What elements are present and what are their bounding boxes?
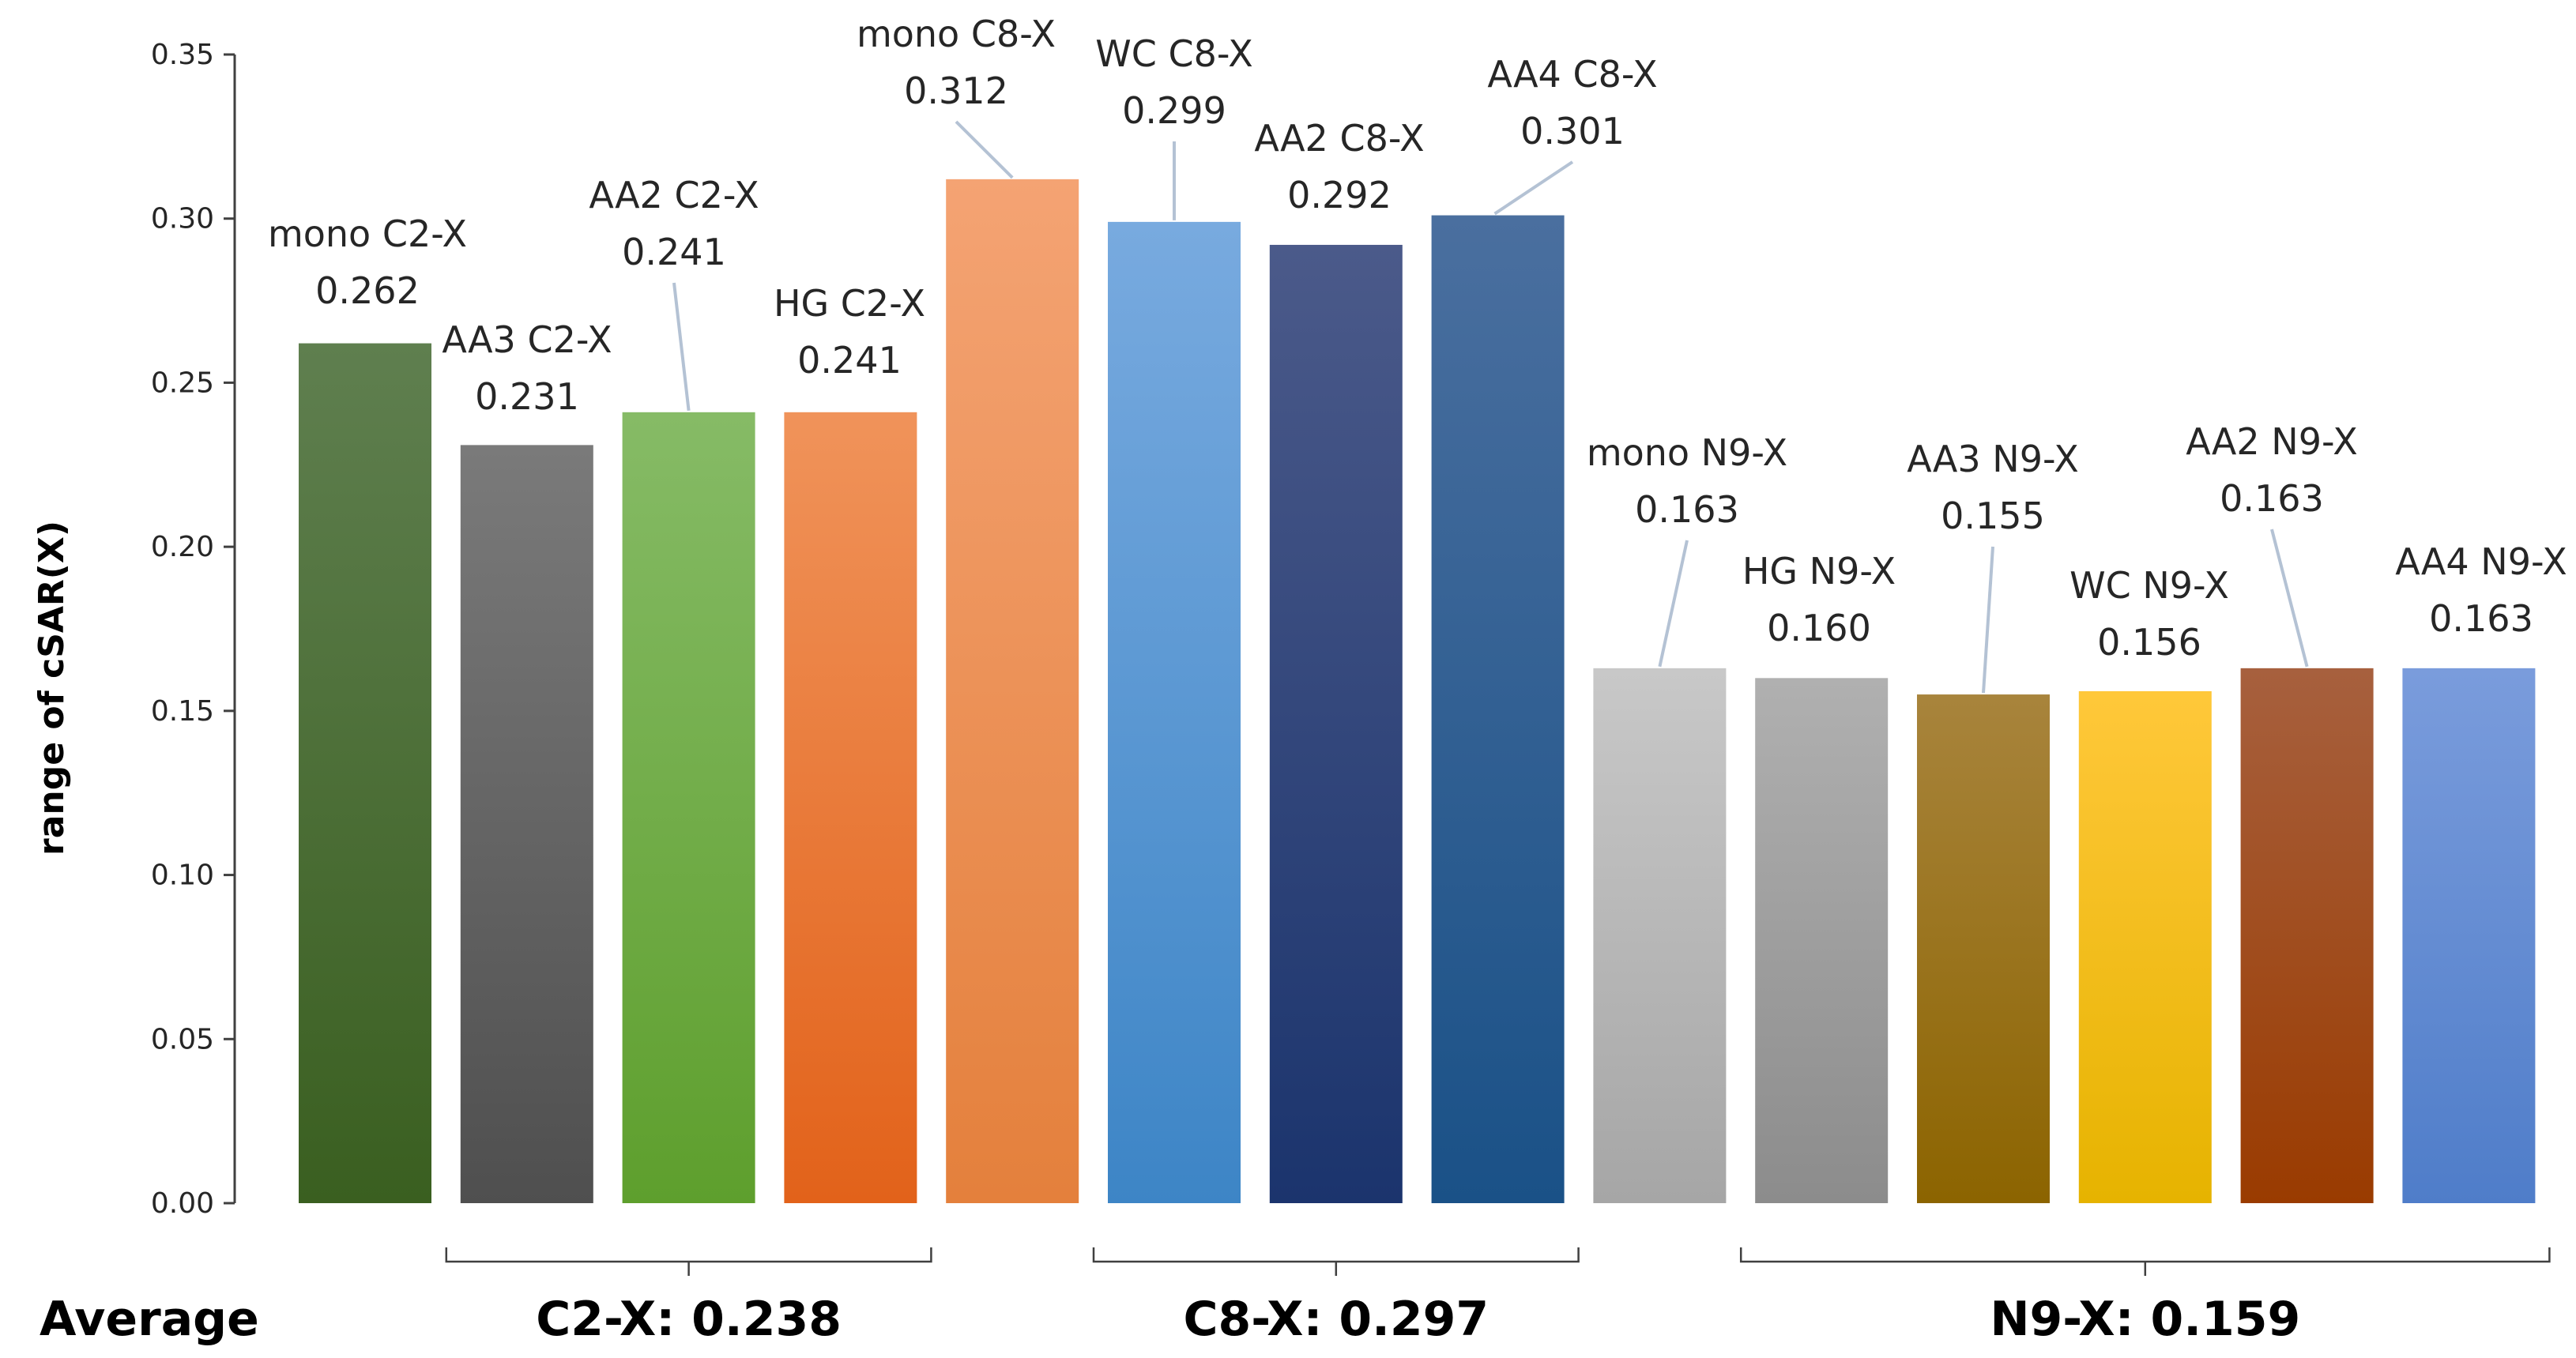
y-tick-label: 0.10 [151,860,214,892]
data-label-name: AA2 C2-X [589,174,759,216]
data-label-value: 0.231 [475,375,579,418]
data-label-value: 0.241 [797,339,902,382]
data-label: mono C8-X 0.312 [857,13,1056,112]
data-label-value: 0.301 [1520,110,1625,152]
y-tick-label: 0.15 [151,695,214,728]
y-tick-label: 0.05 [151,1023,214,1055]
data-label-name: WC N9-X [2069,564,2229,607]
data-label: mono N9-X 0.163 [1587,431,1787,531]
data-label: WC C8-X 0.299 [1095,32,1252,132]
bar-aa3-n9-x [1917,694,2050,1203]
data-label: AA3 N9-X 0.155 [1907,438,2079,537]
data-label-name: AA4 N9-X [2395,540,2567,583]
bar-hg-n9-x [1755,678,1889,1203]
leader-line [672,282,691,412]
leader-line [1658,540,1689,668]
leader-line [1493,160,1574,216]
data-label: AA4 N9-X 0.163 [2395,540,2567,640]
y-tick-label: 0.20 [151,531,214,563]
bar-aa2-n9-x [2240,668,2374,1203]
bar-aa2-c2-x [622,412,755,1203]
data-label-value: 0.163 [2220,477,2324,520]
data-label: HG C2-X 0.241 [774,282,925,382]
data-label-value: 0.163 [1635,488,1739,531]
data-label-value: 0.156 [2097,621,2201,664]
average-value-n9-x: N9-X: 0.159 [1990,1292,2300,1347]
data-label-name: mono C2-X [268,213,467,255]
bar-aa2-c8-x [1269,244,1403,1203]
average-value-c2-x: C2-X: 0.238 [536,1292,842,1347]
data-label: AA2 N9-X 0.163 [2186,420,2358,520]
data-label-name: AA3 N9-X [1907,438,2079,480]
data-label-name: HG N9-X [1742,550,1896,592]
average-bracket-c2-x [445,1247,932,1276]
average-bracket-c8-x [1092,1247,1580,1276]
data-label-name: mono N9-X [1587,431,1787,474]
bar-mono-c2-x [299,343,431,1203]
data-label-value: 0.262 [315,269,420,312]
data-label: AA2 C8-X 0.292 [1254,117,1424,216]
y-ticks: 0.00 0.05 0.10 0.15 0.20 0.25 0.30 0.35 [151,39,235,1220]
bar-mono-c8-x [946,179,1079,1204]
average-label: Average [40,1292,259,1347]
data-label-name: AA2 C8-X [1254,117,1424,160]
y-tick-label: 0.00 [151,1187,214,1220]
data-label-value: 0.160 [1767,607,1871,649]
data-label-name: AA4 C8-X [1487,53,1657,96]
data-label-value: 0.312 [904,70,1008,112]
average-bracket-n9-x [1739,1247,2551,1276]
data-label-value: 0.299 [1122,89,1226,132]
bar-aa4-n9-x [2402,668,2536,1203]
leader-line [1982,546,1994,694]
data-label: AA3 C2-X 0.231 [442,318,612,418]
y-tick-label: 0.30 [151,203,214,235]
bar-hg-c2-x [784,412,917,1203]
leader-line [2270,529,2309,668]
data-label: HG N9-X 0.160 [1742,550,1896,649]
data-label-name: HG C2-X [774,282,925,325]
data-label: AA2 C2-X 0.241 [589,174,759,273]
averages: C2-X: 0.238 C8-X: 0.297 N9-X: 0.159 [445,1247,2551,1347]
data-label-value: 0.292 [1287,174,1392,216]
data-label-name: mono C8-X [857,13,1056,55]
bars-layer [299,179,2536,1204]
y-tick-label: 0.25 [151,367,214,399]
bar-aa3-c2-x [460,445,593,1203]
data-label-name: AA3 C2-X [442,318,612,361]
data-label-value: 0.163 [2429,597,2533,640]
bar-wc-c8-x [1108,221,1241,1204]
data-label-name: AA2 N9-X [2186,420,2358,463]
y-tick-label: 0.35 [151,39,214,71]
data-label-value: 0.241 [622,231,726,273]
data-label-value: 0.155 [1941,495,2045,537]
leader-line [955,120,1014,179]
bar-wc-n9-x [2078,690,2212,1203]
leader-lines [672,120,2309,694]
data-label-name: WC C8-X [1095,32,1252,75]
data-label: mono C2-X 0.262 [268,213,467,312]
average-value-c8-x: C8-X: 0.297 [1183,1292,1489,1347]
data-label: WC N9-X 0.156 [2069,564,2229,664]
data-label: AA4 C8-X 0.301 [1487,53,1657,152]
bar-labels: mono C2-X 0.262 AA3 C2-X 0.231 AA2 C2-X 0.241… [268,13,2567,664]
bar-aa4-c8-x [1431,215,1565,1203]
bar-mono-n9-x [1593,668,1727,1203]
y-axis-label: range of cSAR(X) [32,521,72,856]
